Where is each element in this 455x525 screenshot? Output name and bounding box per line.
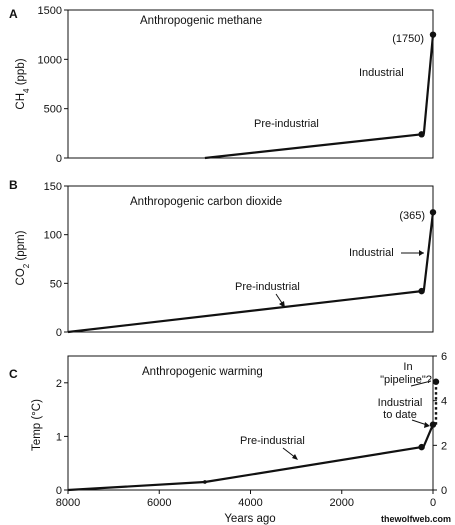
- panel-c-industrial-arrowhead: [424, 422, 430, 428]
- panel-a-letter: A: [9, 7, 18, 21]
- panel-c-annotation-in: In: [403, 361, 412, 373]
- panel-b-letter: B: [9, 178, 18, 192]
- panel-a-annotation-preindustrial: Pre-industrial: [254, 118, 319, 130]
- panel-c-x-tick-label: 4000: [238, 497, 262, 509]
- panel-c-data-point: [432, 378, 440, 385]
- panel-a-data-point: [429, 31, 437, 38]
- panel-b-series-line: [67, 212, 435, 334]
- panel-b-y-tick-label: 0: [56, 327, 62, 339]
- panel-c-annotation-pipeline: "pipeline"?: [380, 374, 432, 386]
- panel-b: B Anthropogenic carbon dioxide 0 50 100 150…: [9, 178, 437, 339]
- panel-b-industrial-arrowhead: [419, 250, 424, 256]
- panel-c-y-tick-label: 1: [56, 431, 62, 443]
- panel-b-annotation-value: (365): [399, 210, 425, 222]
- panel-c-y2-tick-label: 4: [441, 396, 447, 408]
- panel-b-y-tick-label: 150: [44, 181, 62, 193]
- panel-c-markers: [203, 378, 440, 484]
- panel-a: A Anthropogenic methane 0 500 1000 1500 CH4…: [9, 5, 437, 165]
- panel-c: C Anthropogenic warming 0 1 2 0 2 4 6 8000 600…: [9, 351, 447, 525]
- panel-b-data-point: [418, 287, 425, 295]
- panel-c-x-tick-label: 8000: [56, 497, 80, 509]
- panel-a-annotation-value: (1750): [392, 33, 424, 45]
- panel-b-y-tick-label: 100: [44, 230, 62, 242]
- panel-c-x-ticks: 8000 6000 4000 2000 0: [56, 490, 436, 509]
- panel-c-y-ticks: 0 1 2: [56, 378, 68, 497]
- panel-c-pipeline-arrow: [410, 380, 432, 387]
- panel-c-annotation-preindustrial: Pre-industrial: [240, 435, 305, 447]
- panel-a-y-axis-title: CH4 (ppb): [15, 58, 31, 109]
- panel-c-x-tick-label: 2000: [330, 497, 354, 509]
- panel-a-title: Anthropogenic methane: [140, 15, 262, 27]
- panel-a-markers: [418, 31, 437, 138]
- panel-b-title: Anthropogenic carbon dioxide: [130, 196, 282, 208]
- panel-a-y-tick-label: 0: [56, 153, 62, 165]
- panel-c-x-tick-label: 0: [430, 497, 436, 509]
- panel-c-annotation-industrial: Industrial: [378, 397, 423, 409]
- panel-c-y2-tick-label: 2: [441, 440, 447, 452]
- panel-c-data-point: [418, 443, 425, 451]
- panel-a-annotation-industrial: Industrial: [359, 67, 404, 79]
- panel-b-y-axis-title: CO2 (ppm): [15, 230, 31, 285]
- watermark: thewolfweb.com: [381, 514, 451, 524]
- panel-c-letter: C: [9, 367, 18, 381]
- panel-a-data-point: [418, 131, 425, 138]
- panel-a-series-line: [204, 34, 435, 160]
- panel-b-preindustrial-arrowhead: [279, 301, 285, 308]
- panel-c-y-tick-label: 0: [56, 485, 62, 497]
- panel-c-data-point: [203, 480, 207, 484]
- panel-b-frame: [67, 185, 434, 333]
- panel-a-y-tick-label: 500: [44, 104, 62, 116]
- panel-c-y2-ticks: 0 2 4 6: [433, 351, 447, 497]
- panel-c-x-axis-title: Years ago: [224, 513, 275, 525]
- panel-a-y-ticks: 0 500 1000 1500: [38, 5, 68, 165]
- panel-b-y-tick-label: 50: [50, 278, 62, 290]
- panel-c-data-point: [429, 421, 437, 428]
- panel-b-y-ticks: 0 50 100 150: [44, 181, 68, 339]
- panel-c-y2-tick-label: 6: [441, 351, 447, 363]
- panel-b-annotation-industrial: Industrial: [349, 247, 394, 259]
- panel-b-annotation-preindustrial: Pre-industrial: [235, 281, 300, 293]
- panel-c-y-tick-label: 2: [56, 378, 62, 390]
- panel-a-y-tick-label: 1500: [38, 5, 62, 17]
- panel-a-y-tick-label: 1000: [38, 54, 62, 66]
- panel-a-frame: [67, 9, 434, 159]
- panel-c-x-tick-label: 6000: [147, 497, 171, 509]
- panel-c-title: Anthropogenic warming: [142, 366, 263, 378]
- panel-c-y-axis-title: Temp (°C): [31, 399, 43, 451]
- panel-c-industrial-arrow: [411, 419, 428, 426]
- panel-c-y2-tick-label: 0: [441, 485, 447, 497]
- panel-c-annotation-to-date: to date: [383, 409, 417, 421]
- panel-b-data-point: [429, 209, 437, 216]
- panel-b-markers: [418, 209, 437, 295]
- panel-c-preindustrial-arrowhead: [292, 454, 298, 460]
- watermark-box: [354, 511, 455, 525]
